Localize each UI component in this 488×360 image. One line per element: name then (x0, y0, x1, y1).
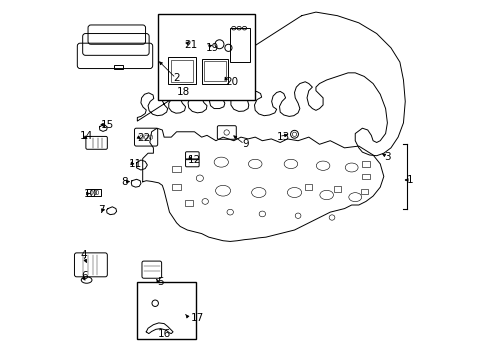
Text: 7: 7 (98, 205, 104, 215)
Text: 2: 2 (173, 73, 179, 83)
Bar (333, 186, 340, 192)
Text: 18: 18 (177, 87, 190, 98)
Text: 15: 15 (101, 120, 114, 130)
Bar (137, 282, 196, 339)
Text: 11: 11 (128, 159, 142, 169)
Bar (360, 189, 367, 194)
Text: 19: 19 (205, 43, 219, 53)
Bar (185, 201, 193, 206)
Text: 17: 17 (190, 312, 204, 323)
Text: 20: 20 (224, 77, 238, 87)
Text: 10: 10 (83, 189, 97, 199)
Bar (172, 166, 181, 172)
Bar (230, 28, 249, 62)
Bar (114, 65, 123, 69)
Text: 5: 5 (157, 277, 163, 287)
Text: 4: 4 (81, 250, 87, 260)
Bar (158, 14, 255, 100)
Bar (168, 58, 196, 84)
Bar (362, 174, 369, 179)
Bar (204, 61, 225, 81)
Bar (172, 184, 181, 190)
Bar (201, 59, 228, 84)
Text: 13: 13 (276, 132, 289, 142)
Text: 14: 14 (80, 131, 93, 141)
Text: 22: 22 (137, 133, 150, 143)
Text: 21: 21 (183, 40, 197, 50)
Text: 12: 12 (187, 156, 200, 165)
Text: 1: 1 (406, 175, 413, 185)
Text: 9: 9 (242, 139, 249, 149)
Text: 3: 3 (383, 152, 389, 162)
Text: 16: 16 (157, 329, 170, 339)
Bar (87, 189, 101, 196)
Text: 8: 8 (121, 177, 128, 187)
Bar (362, 161, 369, 167)
Text: 6: 6 (81, 271, 87, 282)
Bar (305, 184, 312, 190)
Polygon shape (146, 323, 173, 334)
Bar (170, 60, 193, 82)
